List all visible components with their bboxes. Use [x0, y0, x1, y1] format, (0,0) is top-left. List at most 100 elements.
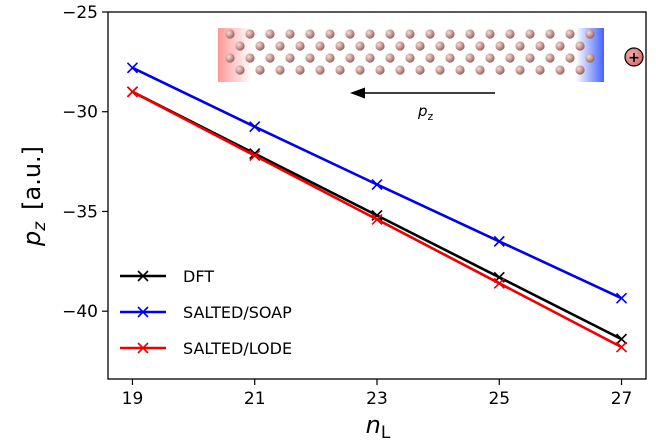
lattice-atom — [425, 29, 435, 39]
lattice-atom — [515, 41, 525, 51]
legend-entry: SALTED/SOAP — [120, 303, 292, 322]
series-salted-lode — [126, 86, 628, 353]
y-axis-label: pz[a.u.] — [18, 146, 50, 247]
lattice-atom — [575, 65, 585, 75]
lattice-atom — [305, 53, 315, 63]
data-point-marker — [137, 306, 149, 318]
x-tick-label: 21 — [244, 389, 266, 409]
lattice-atom — [335, 41, 345, 51]
lattice-atom — [565, 53, 575, 63]
lattice-atom — [355, 65, 365, 75]
inset-illustration: + pz — [218, 28, 644, 123]
legend-label: SALTED/SOAP — [183, 303, 292, 322]
inset-red-density — [218, 28, 252, 82]
lattice-atom — [285, 29, 295, 39]
lattice-atom — [435, 65, 445, 75]
x-tick-label: 19 — [122, 389, 144, 409]
lattice-atom — [255, 41, 265, 51]
lattice-atom — [275, 41, 285, 51]
lattice-atom — [245, 29, 255, 39]
lattice-atom — [505, 53, 515, 63]
lattice-atom — [585, 29, 595, 39]
inset-atom-layer — [225, 29, 595, 75]
data-point-marker — [126, 62, 139, 74]
ion-icon: + — [624, 47, 644, 67]
lattice-atom — [285, 53, 295, 63]
y-tick-label: −35 — [62, 202, 98, 222]
lattice-atom — [475, 65, 485, 75]
data-point-marker — [137, 270, 149, 282]
lattice-atom — [245, 53, 255, 63]
data-point-marker — [126, 86, 139, 98]
data-point-marker — [249, 121, 261, 133]
data-point-marker — [615, 292, 628, 304]
lattice-atom — [525, 29, 535, 39]
lattice-atom — [525, 53, 535, 63]
lattice-atom — [305, 29, 315, 39]
lattice-atom — [405, 53, 415, 63]
data-point-marker — [249, 150, 261, 162]
lattice-atom — [295, 41, 305, 51]
lattice-atom — [435, 41, 445, 51]
lattice-atom — [275, 65, 285, 75]
lattice-atom — [225, 29, 235, 39]
lattice-atom — [575, 41, 585, 51]
lattice-atom — [395, 41, 405, 51]
lattice-atom — [225, 53, 235, 63]
inset-arrow-label: pz — [417, 102, 434, 123]
x-axis-ticks: 19 21 23 25 27 — [122, 379, 632, 409]
lattice-atom — [395, 65, 405, 75]
lattice-atom — [365, 53, 375, 63]
lattice-atom — [555, 41, 565, 51]
lattice-atom — [465, 29, 475, 39]
data-point-marker — [493, 277, 505, 289]
data-point-marker — [371, 178, 383, 191]
legend-label: SALTED/LODE — [183, 339, 292, 358]
lattice-atom — [535, 41, 545, 51]
lattice-atom — [325, 29, 335, 39]
legend: DFT SALTED/SOAP SALTED/LODE — [120, 267, 292, 358]
lattice-atom — [475, 41, 485, 51]
lattice-atom — [495, 65, 505, 75]
lattice-atom — [375, 65, 385, 75]
y-tick-label: −30 — [62, 103, 98, 123]
lattice-atom — [555, 65, 565, 75]
lattice-atom — [315, 41, 325, 51]
lattice-atom — [335, 65, 345, 75]
polarization-arrow-icon — [350, 87, 495, 99]
data-point-marker — [615, 341, 628, 353]
lattice-atom — [355, 41, 365, 51]
series-layer — [126, 62, 628, 353]
series-line — [131, 66, 623, 300]
lattice-atom — [585, 53, 595, 63]
lattice-atom — [455, 65, 465, 75]
lattice-atom — [425, 53, 435, 63]
data-point-marker — [371, 213, 383, 226]
svg-text:+: + — [628, 50, 640, 66]
lattice-atom — [465, 53, 475, 63]
lattice-atom — [565, 29, 575, 39]
lattice-atom — [495, 41, 505, 51]
y-axis-ticks: −25 −30 −35 −40 — [62, 3, 108, 322]
lattice-atom — [345, 53, 355, 63]
legend-entry: DFT — [120, 267, 214, 286]
lattice-atom — [545, 29, 555, 39]
y-tick-label: −40 — [62, 302, 98, 322]
lattice-atom — [365, 29, 375, 39]
data-point-marker — [137, 342, 149, 354]
lattice-atom — [405, 29, 415, 39]
lattice-atom — [265, 53, 275, 63]
lattice-atom — [455, 41, 465, 51]
lattice-atom — [235, 65, 245, 75]
lattice-atom — [535, 65, 545, 75]
lattice-atom — [315, 65, 325, 75]
lattice-atom — [325, 53, 335, 63]
data-point-marker — [615, 333, 628, 345]
x-tick-label: 25 — [488, 389, 510, 409]
legend-label: DFT — [183, 267, 214, 286]
y-tick-label: −25 — [62, 3, 98, 23]
lattice-atom — [235, 41, 245, 51]
series-salted-soap — [126, 62, 628, 304]
x-axis-label: nL — [366, 411, 391, 443]
lattice-atom — [345, 29, 355, 39]
